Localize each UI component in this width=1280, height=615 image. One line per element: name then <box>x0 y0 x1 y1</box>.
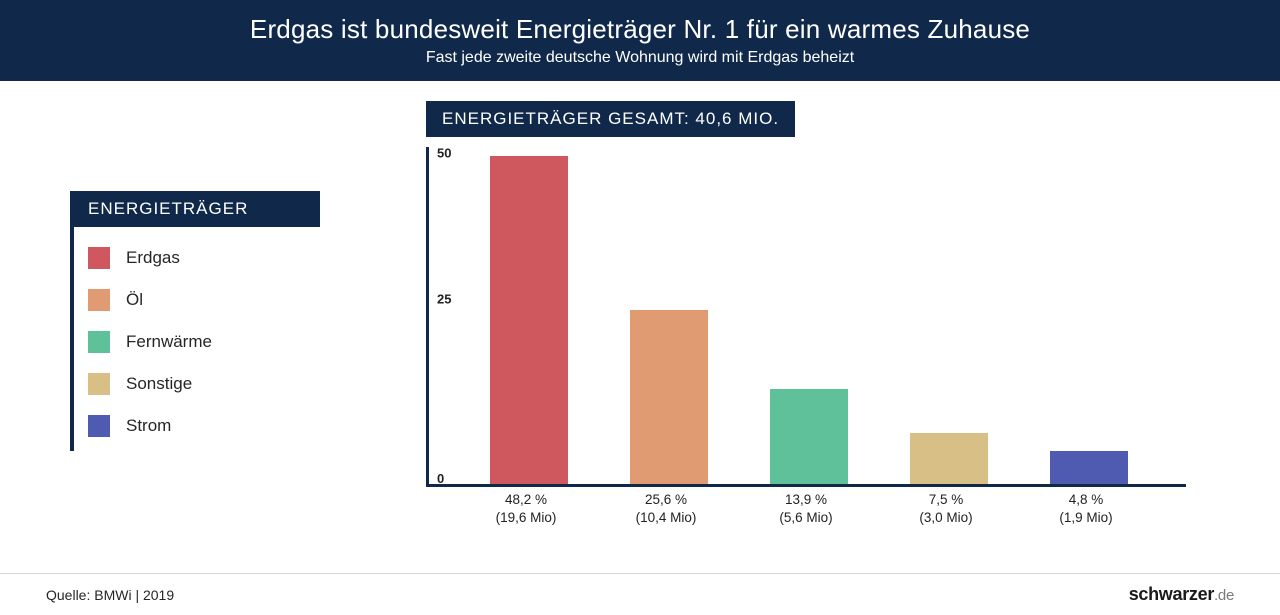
legend-label: Fernwärme <box>126 332 212 352</box>
x-axis-labels: 48,2 %(19,6 Mio)25,6 %(10,4 Mio)13,9 %(5… <box>426 491 1186 527</box>
bar <box>910 433 988 484</box>
legend-swatch <box>88 331 110 353</box>
legend-swatch <box>88 247 110 269</box>
y-tick-label: 25 <box>437 292 451 307</box>
footer: Quelle: BMWi | 2019 schwarzer.de <box>0 573 1280 615</box>
header: Erdgas ist bundesweit Energieträger Nr. … <box>0 0 1280 81</box>
x-label: 4,8 %(1,9 Mio) <box>1016 491 1156 527</box>
legend-items: Erdgas Öl Fernwärme Sonstige Strom <box>74 227 320 451</box>
x-label: 25,6 %(10,4 Mio) <box>596 491 736 527</box>
legend-label: Erdgas <box>126 248 180 268</box>
page-title: Erdgas ist bundesweit Energieträger Nr. … <box>0 14 1280 45</box>
legend-item: Erdgas <box>88 237 306 279</box>
brand-logo: schwarzer.de <box>1129 584 1234 605</box>
x-label-percent: 25,6 % <box>596 491 736 509</box>
chart-column: ENERGIETRÄGER GESAMT: 40,6 MIO. 0 25 50 48… <box>420 81 1280 551</box>
y-tick-label: 0 <box>437 471 444 486</box>
bar <box>630 310 708 484</box>
brand-tld: .de <box>1214 587 1234 604</box>
x-label-absolute: (5,6 Mio) <box>736 509 876 527</box>
x-label-absolute: (3,0 Mio) <box>876 509 1016 527</box>
x-label-absolute: (1,9 Mio) <box>1016 509 1156 527</box>
legend-swatch <box>88 289 110 311</box>
bar <box>1050 451 1128 484</box>
x-label-percent: 7,5 % <box>876 491 1016 509</box>
legend-item: Öl <box>88 279 306 321</box>
legend-item: Strom <box>88 405 306 447</box>
legend-label: Sonstige <box>126 374 192 394</box>
y-tick-label: 50 <box>437 146 451 161</box>
legend-swatch <box>88 415 110 437</box>
legend-box: ENERGIETRÄGER Erdgas Öl Fernwärme Sonstige S… <box>70 191 320 451</box>
content: ENERGIETRÄGER Erdgas Öl Fernwärme Sonstige S… <box>0 81 1280 551</box>
bar-slot <box>599 310 739 484</box>
x-label-absolute: (10,4 Mio) <box>596 509 736 527</box>
bar-slot <box>1019 451 1159 484</box>
bar <box>490 156 568 484</box>
x-label-percent: 4,8 % <box>1016 491 1156 509</box>
legend-column: ENERGIETRÄGER Erdgas Öl Fernwärme Sonstige S… <box>0 81 420 551</box>
x-label-absolute: (19,6 Mio) <box>456 509 596 527</box>
legend-swatch <box>88 373 110 395</box>
x-label: 48,2 %(19,6 Mio) <box>456 491 596 527</box>
bar <box>770 389 848 484</box>
x-label-percent: 48,2 % <box>456 491 596 509</box>
x-label: 13,9 %(5,6 Mio) <box>736 491 876 527</box>
legend-item: Sonstige <box>88 363 306 405</box>
brand-main: schwarzer <box>1129 584 1214 604</box>
bar-slot <box>459 156 599 484</box>
bar-slot <box>739 389 879 484</box>
legend-label: Öl <box>126 290 143 310</box>
source-text: Quelle: BMWi | 2019 <box>46 587 174 603</box>
legend-item: Fernwärme <box>88 321 306 363</box>
x-label-percent: 13,9 % <box>736 491 876 509</box>
x-label: 7,5 %(3,0 Mio) <box>876 491 1016 527</box>
page-subtitle: Fast jede zweite deutsche Wohnung wird m… <box>0 49 1280 67</box>
bar-slot <box>879 433 1019 484</box>
bars-container <box>429 147 1186 484</box>
plot-area: 0 25 50 <box>426 147 1186 487</box>
chart-title: ENERGIETRÄGER GESAMT: 40,6 MIO. <box>426 101 795 137</box>
legend-label: Strom <box>126 416 171 436</box>
legend-title: ENERGIETRÄGER <box>74 191 320 227</box>
